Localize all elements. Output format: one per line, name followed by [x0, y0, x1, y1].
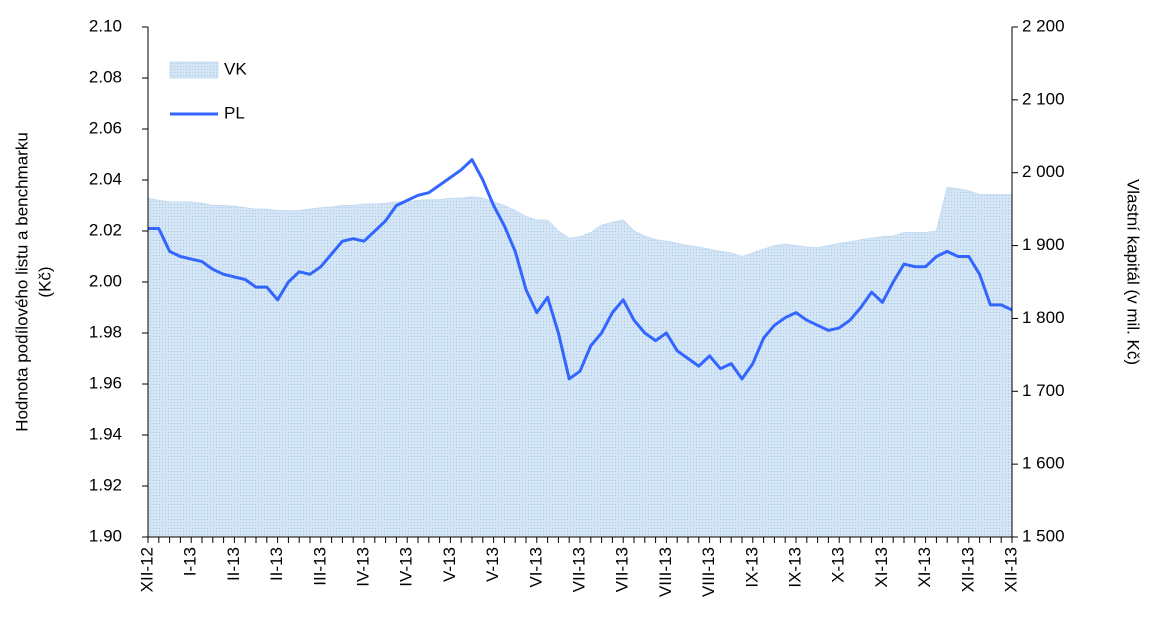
x-tick-label: V-13: [483, 547, 502, 582]
x-tick-label: IX-13: [742, 547, 761, 588]
legend-label: PL: [224, 103, 245, 122]
y2-tick-label: 1 500: [1022, 526, 1065, 545]
x-tick-label: IV-13: [397, 547, 416, 587]
area: [147, 186, 1013, 538]
y-tick-label: 2.02: [89, 220, 122, 239]
x-tick-label: VIII-13: [656, 547, 675, 597]
x-tick-label: XII-12: [137, 547, 156, 592]
y-axis-label: (Kč): [35, 266, 54, 297]
x-tick-label: II-13: [224, 547, 243, 581]
x-tick-label: VII-13: [569, 547, 588, 592]
legend-swatch: [169, 61, 219, 79]
y-tick-label: 2.04: [89, 169, 122, 188]
x-tick-label: VI-13: [526, 547, 545, 588]
x-tick-label: IX-13: [785, 547, 804, 588]
y-tick-label: 1.90: [89, 526, 122, 545]
y2-tick-label: 2 000: [1022, 162, 1065, 181]
y-tick-label: 1.98: [89, 322, 122, 341]
x-tick-label: I-13: [181, 547, 200, 576]
y-tick-label: 1.94: [89, 424, 122, 443]
y-axis-label: Hodnota podílového listu a benchmarku: [12, 132, 31, 432]
y2-tick-label: 2 200: [1022, 16, 1065, 35]
x-tick-label: VIII-13: [699, 547, 718, 597]
y-tick-label: 1.96: [89, 373, 122, 392]
x-tick-label: II-13: [267, 547, 286, 581]
y-tick-label: 2.00: [89, 271, 122, 290]
y2-tick-label: 1 900: [1022, 235, 1065, 254]
y-tick-label: 2.08: [89, 67, 122, 86]
legend-label: VK: [224, 59, 247, 78]
y2-tick-label: 1 700: [1022, 381, 1065, 400]
x-tick-label: XII-13: [1001, 547, 1020, 592]
y2-axis-label: Vlastní kapitál (v mil. Kč): [1124, 179, 1143, 365]
x-tick-label: VII-13: [613, 547, 632, 592]
y-tick-label: 2.10: [89, 16, 122, 35]
x-tick-label: XI-13: [872, 547, 891, 588]
line: [148, 158, 1013, 381]
y-tick-label: 2.06: [89, 118, 122, 137]
x-tick-label: V-13: [440, 547, 459, 582]
x-tick-label: III-13: [310, 547, 329, 586]
y-tick-label: 1.92: [89, 475, 122, 494]
x-tick-label: XII-13: [958, 547, 977, 592]
y2-tick-label: 1 600: [1022, 454, 1065, 473]
x-tick-label: X-13: [829, 547, 848, 583]
y2-tick-label: 1 800: [1022, 308, 1065, 327]
y2-tick-label: 2 100: [1022, 89, 1065, 108]
x-tick-label: XI-13: [915, 547, 934, 588]
x-tick-label: IV-13: [353, 547, 372, 587]
